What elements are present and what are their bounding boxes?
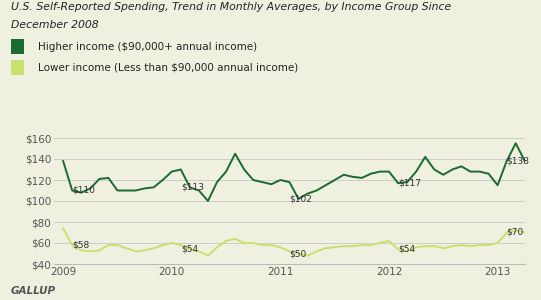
Text: $54: $54	[181, 245, 198, 254]
Text: $117: $117	[398, 178, 421, 188]
Text: $110: $110	[72, 186, 95, 195]
Text: GALLUP: GALLUP	[11, 286, 56, 296]
Text: Higher income ($90,000+ annual income): Higher income ($90,000+ annual income)	[38, 41, 257, 52]
Text: $102: $102	[289, 194, 312, 203]
Text: $113: $113	[181, 183, 204, 192]
Text: $54: $54	[398, 245, 415, 254]
Text: December 2008: December 2008	[11, 20, 98, 29]
Text: $138: $138	[507, 157, 530, 166]
Text: $58: $58	[72, 241, 89, 250]
Text: $50: $50	[289, 249, 307, 258]
Text: $70: $70	[507, 228, 524, 237]
Text: U.S. Self-Reported Spending, Trend in Monthly Averages, by Income Group Since: U.S. Self-Reported Spending, Trend in Mo…	[11, 2, 451, 11]
Text: Lower income (Less than $90,000 annual income): Lower income (Less than $90,000 annual i…	[38, 62, 298, 73]
